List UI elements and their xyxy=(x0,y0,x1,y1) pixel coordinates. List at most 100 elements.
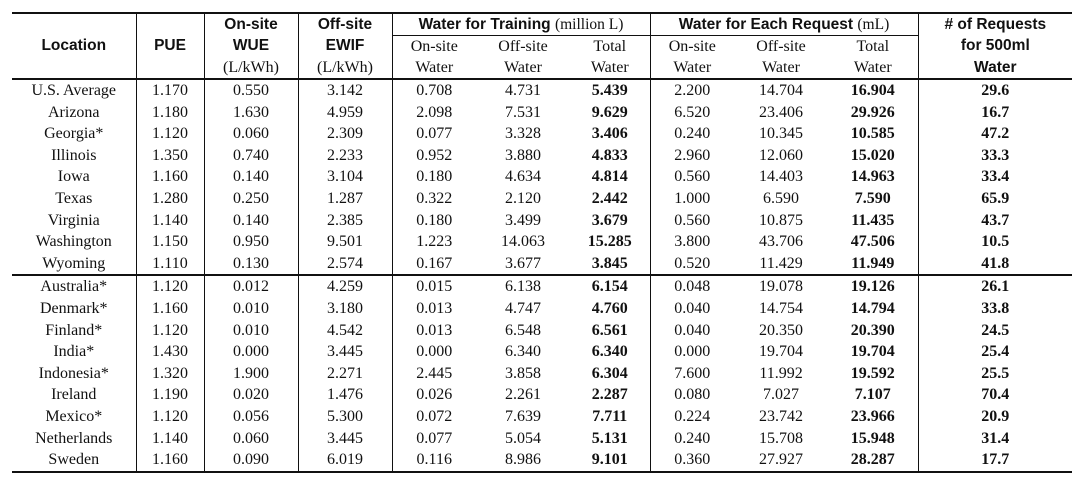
table-cell: 6.520 xyxy=(649,101,735,124)
table-cell: 3.180 xyxy=(297,297,392,320)
table-cell: 11.435 xyxy=(851,211,895,229)
table-cell: 4.814 xyxy=(591,168,628,186)
header-req-total-line1: Total xyxy=(856,37,890,55)
table-cell: 0.060 xyxy=(203,427,298,450)
table-cell: 14.063 xyxy=(501,233,545,251)
table-cell: 41.8 xyxy=(917,252,1073,276)
table-cell: 0.048 xyxy=(649,274,735,298)
table-cell: 2.098 xyxy=(391,101,476,124)
table-cell: 1.190 xyxy=(135,384,204,406)
table-cell: 31.4 xyxy=(917,427,1073,450)
location-cell: Illinois xyxy=(51,146,97,164)
header-req-offsite-line2: Water xyxy=(762,58,800,76)
table-cell: 6.154 xyxy=(570,274,651,298)
table-row: India* 1.430 0.000 3.445 0.000 6.340 6.340 0.00… xyxy=(12,341,1073,363)
table-cell: 1.900 xyxy=(203,362,298,385)
table-cell: 3.406 xyxy=(591,125,628,143)
table-cell: 3.499 xyxy=(505,211,541,229)
table-cell: 23.406 xyxy=(759,103,804,121)
header-requests-line3: Water xyxy=(917,57,1073,79)
table-cell: 0.140 xyxy=(203,166,298,188)
location-cell: Ireland xyxy=(51,386,97,404)
table-cell: 6.561 xyxy=(591,321,628,339)
table-cell: 4.747 xyxy=(505,299,541,317)
table-cell: 4.731 xyxy=(476,78,570,102)
table-cell: 1.630 xyxy=(203,101,298,124)
table-cell: 1.280 xyxy=(135,187,204,210)
table-cell: 0.060 xyxy=(203,123,298,145)
table-cell: 3.845 xyxy=(591,254,628,272)
table-cell: 2.445 xyxy=(391,362,476,385)
table-cell: 5.439 xyxy=(570,78,651,102)
table-cell: 33.8 xyxy=(917,297,1073,320)
header-req-offsite-line1: Off-site xyxy=(756,37,806,55)
table-cell: 33.4 xyxy=(917,166,1073,188)
table-row: Arizona 1.180 1.630 4.959 2.098 7.531 9.629 6.5… xyxy=(12,101,1073,124)
table-cell: 11.949 xyxy=(851,254,895,272)
table-cell: 1.476 xyxy=(297,384,392,406)
table-cell: 0.000 xyxy=(649,341,735,363)
table-cell: 0.180 xyxy=(391,166,476,188)
table-cell: 6.304 xyxy=(591,364,628,382)
table-cell: 0.056 xyxy=(203,405,298,428)
table-cell: 65.9 xyxy=(917,187,1073,210)
header-training-group: Water for Training (million L) xyxy=(391,12,651,36)
location-cell: Australia* xyxy=(12,274,136,298)
table-cell: 2.287 xyxy=(591,386,628,404)
table-cell: 11.429 xyxy=(759,254,803,272)
header-train-total-line1: Total xyxy=(593,37,627,55)
location-cell: Finland* xyxy=(45,321,103,339)
table-cell: 7.600 xyxy=(649,362,735,385)
header-offsite-ewif-line1: Off-site xyxy=(297,12,392,36)
location-cell: Denmark* xyxy=(39,299,108,317)
water-footprint-table: Location PUE On-site Off-site Water for … xyxy=(12,12,1073,473)
table-cell: 1.160 xyxy=(135,449,204,473)
header-train-onsite-line2: Water xyxy=(391,57,476,79)
table-cell: 1.150 xyxy=(135,231,204,253)
table-cell: 7.531 xyxy=(505,103,541,121)
table-cell: 3.445 xyxy=(297,341,392,363)
table-cell: 3.104 xyxy=(297,166,392,188)
table-cell: 0.560 xyxy=(649,166,735,188)
header-req-onsite-line1: On-site xyxy=(649,35,735,57)
table-cell: 0.013 xyxy=(391,319,476,342)
table-cell: 0.020 xyxy=(203,384,298,406)
table-cell: 6.590 xyxy=(763,189,800,207)
header-offsite-ewif-unit: (L/kWh) xyxy=(297,57,392,79)
table-cell: 24.5 xyxy=(917,319,1073,342)
table-cell: 0.077 xyxy=(391,123,476,145)
table-cell: 0.010 xyxy=(203,319,298,342)
table-cell: 0.072 xyxy=(391,405,476,428)
table-cell: 47.2 xyxy=(917,123,1073,145)
table-cell: 2.200 xyxy=(649,78,735,102)
table-cell: 3.677 xyxy=(505,254,541,272)
table-cell: 4.542 xyxy=(297,319,392,342)
table-cell: 0.167 xyxy=(391,252,476,276)
table-cell: 1.160 xyxy=(135,166,204,188)
table-cell: 4.959 xyxy=(297,101,392,124)
location-cell: India* xyxy=(53,343,95,361)
table-cell: 2.385 xyxy=(297,209,392,232)
table-cell: 0.000 xyxy=(203,341,298,363)
table-cell: 6.340 xyxy=(505,343,541,361)
table-cell: 4.259 xyxy=(297,274,392,298)
table-cell: 4.760 xyxy=(591,299,628,317)
table-cell: 2.271 xyxy=(297,362,392,385)
table-cell: 1.000 xyxy=(649,187,735,210)
table-cell: 9.629 xyxy=(591,103,628,121)
table-cell: 2.442 xyxy=(591,189,628,207)
table-cell: 7.590 xyxy=(854,189,891,207)
header-request-group: Water for Each Request (mL) xyxy=(649,12,919,36)
header-training-unit: (million L) xyxy=(554,15,624,33)
table-row: Georgia* 1.120 0.060 2.309 0.077 3.328 3.406 0.… xyxy=(12,123,1073,145)
table-group-us: U.S. Average 1.170 0.550 3.142 0.708 4.731 5.4… xyxy=(12,78,1073,276)
table-cell: 12.060 xyxy=(759,146,804,164)
table-cell: 0.040 xyxy=(649,319,735,342)
table-cell: 19.078 xyxy=(734,274,829,298)
header-onsite-wue-unit: (L/kWh) xyxy=(203,57,298,79)
table-row: Sweden 1.160 0.090 6.019 0.116 8.986 9.101 0.36… xyxy=(12,449,1073,473)
table-row: Netherlands 1.140 0.060 3.445 0.077 5.054 5.13… xyxy=(12,427,1073,450)
table-cell: 1.350 xyxy=(135,144,204,167)
table-cell: 0.015 xyxy=(391,274,476,298)
table-cell: 14.704 xyxy=(734,78,829,102)
